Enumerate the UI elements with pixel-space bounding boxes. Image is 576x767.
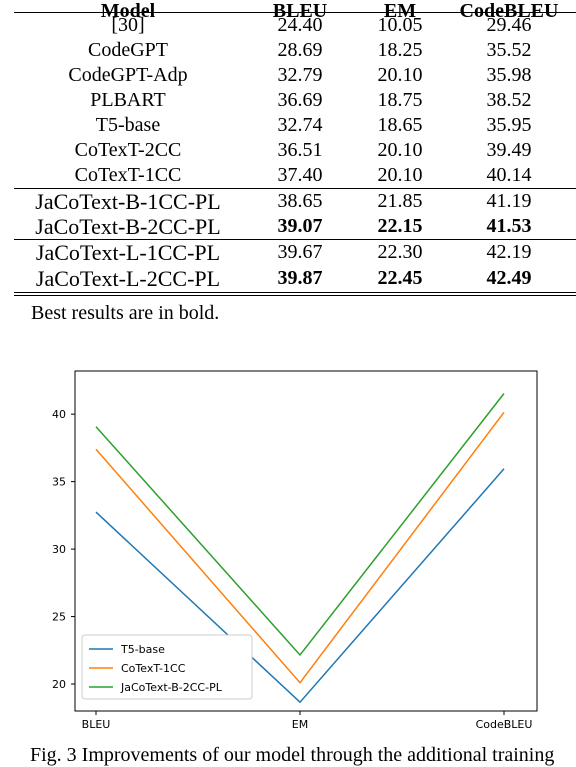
bleu-value: 36.51 [277, 139, 323, 161]
em-value: 20.10 [377, 164, 423, 186]
series-line [95, 411, 505, 684]
y-tick-label: 30 [52, 543, 66, 556]
em-value: 18.65 [377, 114, 423, 136]
table-row: CoTexT-2CC 36.51 20.10 39.49 [14, 138, 576, 163]
table-row: CodeGPT 28.69 18.25 35.52 [14, 38, 576, 63]
model-name: JaCoText-B-1CC-PL [14, 188, 242, 214]
header-model: Model [14, 0, 242, 21]
model-name: JaCoText-B-2CC-PL [35, 214, 221, 239]
model-name: JaCoText-L-1CC-PL [14, 239, 242, 265]
model-name: T5-base [95, 114, 161, 136]
table-header-row: Model BLEU EM CodeBLEU [14, 0, 576, 21]
table-row: [30] 24.40 10.05 29.46 [14, 13, 576, 39]
codebleu-value: 35.98 [486, 64, 532, 86]
codebleu-value: 40.14 [486, 164, 532, 186]
codebleu-value: 35.95 [486, 114, 532, 136]
table-row: CodeGPT-Adp 32.79 20.10 35.98 [14, 63, 576, 88]
bleu-value: 38.65 [242, 188, 358, 214]
x-tick-label: BLEU [82, 718, 111, 731]
line-chart: 20 25 30 35 40 BLEU EM CodeBLEU T5-base CoTexT-… [52, 370, 538, 731]
figure-caption: Fig. 3 Improvements of our model through… [30, 744, 555, 766]
model-name: CodeGPT-Adp [68, 64, 188, 86]
em-value: 20.10 [377, 139, 423, 161]
em-value: 22.45 [358, 265, 442, 296]
legend: T5-base CoTexT-1CC JaCoText-B-2CC-PL [81, 634, 253, 700]
results-table-container: Model BLEU EM CodeBLEU [30] 24.40 10.05 … [14, 0, 576, 296]
header-em: EM [358, 0, 442, 21]
table-row: PLBART 36.69 18.75 38.52 [14, 88, 576, 113]
series-line [95, 468, 505, 704]
bleu-value: 37.40 [277, 164, 323, 186]
codebleu-value: 39.49 [486, 139, 532, 161]
header-bleu: BLEU [242, 0, 358, 21]
header-codebleu: CodeBLEU [442, 0, 576, 21]
table-row: JaCoText-B-2CC-PL 39.07 22.15 41.53 [14, 214, 576, 240]
y-tick-label: 20 [52, 678, 66, 691]
x-tick-label: EM [292, 718, 308, 731]
bleu-value: 39.07 [277, 215, 323, 237]
em-value: 18.75 [377, 89, 423, 111]
series-lines [95, 393, 505, 704]
em-value: 20.10 [377, 64, 423, 86]
model-name: JaCoText-L-2CC-PL [14, 265, 242, 296]
x-tick-label: CodeBLEU [476, 718, 533, 731]
bleu-value: 24.40 [277, 14, 323, 36]
bleu-value: 32.79 [277, 64, 323, 86]
model-name: PLBART [90, 89, 166, 111]
table-row: T5-base 32.74 18.65 35.95 [14, 113, 576, 138]
em-value: 21.85 [358, 188, 442, 214]
bleu-value: 39.67 [242, 239, 358, 265]
legend-box [81, 634, 253, 700]
y-tick-label: 25 [52, 611, 66, 624]
y-tick-label: 40 [52, 408, 66, 421]
codebleu-value: 38.52 [486, 89, 532, 111]
table-row: CoTexT-1CC 37.40 20.10 40.14 [14, 163, 576, 189]
table-row: JaCoText-L-2CC-PL 39.87 22.45 42.49 [14, 265, 576, 296]
table-row: JaCoText-B-1CC-PL 38.65 21.85 41.19 [14, 188, 576, 214]
codebleu-value: 42.49 [442, 265, 576, 296]
codebleu-value: 42.19 [442, 239, 576, 265]
series-line [95, 393, 505, 657]
em-value: 22.15 [377, 215, 423, 237]
em-value: 22.30 [358, 239, 442, 265]
em-value: 10.05 [377, 14, 423, 36]
model-name: CodeGPT [88, 39, 168, 61]
legend-label: CoTexT-1CC [121, 662, 186, 675]
model-name: [30] [111, 14, 145, 36]
bleu-value: 28.69 [277, 39, 323, 61]
codebleu-value: 35.52 [486, 39, 532, 61]
table-note: Best results are in bold. [31, 302, 220, 324]
plot-area-frame [74, 370, 538, 712]
y-tick-label: 35 [52, 476, 66, 489]
legend-label: JaCoText-B-2CC-PL [120, 681, 223, 694]
bleu-value: 36.69 [277, 89, 323, 111]
codebleu-value: 29.46 [486, 14, 532, 36]
x-axis: BLEU EM CodeBLEU [82, 711, 533, 731]
em-value: 18.25 [377, 39, 423, 61]
codebleu-value: 41.53 [486, 215, 532, 237]
bleu-value: 32.74 [277, 114, 323, 136]
codebleu-value: 41.19 [442, 188, 576, 214]
table-row: JaCoText-L-1CC-PL 39.67 22.30 42.19 [14, 239, 576, 265]
model-name: CoTexT-1CC [74, 164, 182, 186]
results-table: Model BLEU EM CodeBLEU [30] 24.40 10.05 … [14, 0, 576, 296]
legend-label: T5-base [120, 643, 165, 656]
y-axis: 20 25 30 35 40 [52, 408, 75, 691]
model-name: CoTexT-2CC [74, 139, 182, 161]
bleu-value: 39.87 [242, 265, 358, 296]
